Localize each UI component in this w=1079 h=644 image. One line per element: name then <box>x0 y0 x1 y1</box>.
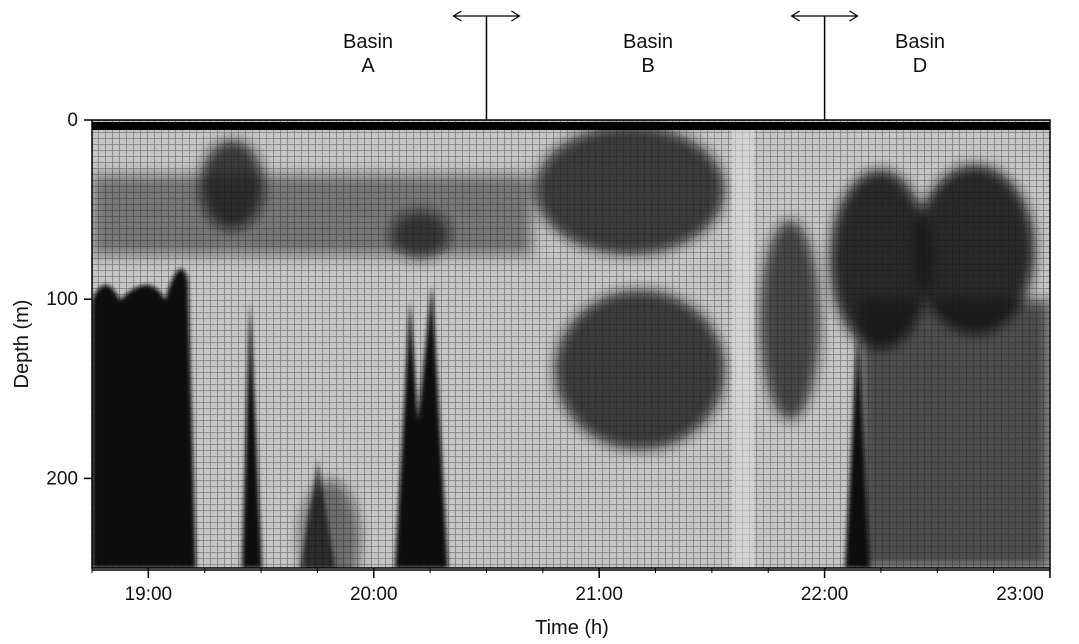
basin-label: Basin <box>343 31 393 53</box>
y-tick-label: 200 <box>46 468 78 489</box>
x-tick-label: 23:00 <box>996 584 1044 605</box>
y-tick-label: 100 <box>46 289 78 310</box>
echogram-image <box>92 120 1050 568</box>
basin-label: A <box>361 55 375 77</box>
x-tick-label: 22:00 <box>801 584 849 605</box>
basin-label: B <box>641 55 654 77</box>
boundary-arrow <box>790 10 859 22</box>
x-tick-label: 21:00 <box>575 584 623 605</box>
basin-label: D <box>913 55 927 77</box>
plot-frame <box>91 119 1051 569</box>
x-tick-label: 20:00 <box>350 584 398 605</box>
basin-label: Basin <box>895 31 945 53</box>
basin-label: Basin <box>623 31 673 53</box>
y-axis-title: Depth (m) <box>11 300 33 389</box>
x-axis-title: Time (h) <box>535 617 609 639</box>
y-tick-label: 0 <box>67 110 78 131</box>
boundary-arrow <box>452 10 521 22</box>
x-tick-label: 19:00 <box>125 584 173 605</box>
